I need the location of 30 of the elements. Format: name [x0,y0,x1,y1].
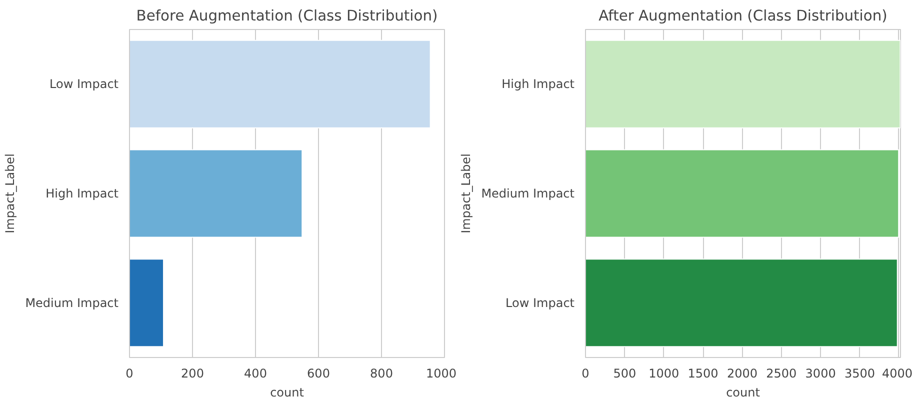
x-tick-label: 2000 [726,366,758,380]
x-tick-label: 500 [613,366,636,380]
x-tick-label: 600 [307,366,330,380]
x-tick-label: 3500 [844,366,876,380]
x-tick-label: 3000 [805,366,836,380]
bar [130,149,303,238]
x-tick-label: 1000 [426,366,457,380]
x-axis-title: count [726,386,760,400]
bar [130,40,431,128]
chart-title: Before Augmentation (Class Distribution) [136,8,438,24]
x-tick-label: 1500 [688,366,718,380]
y-axis-title: Impact_Label [459,154,474,234]
x-tick-label: 200 [181,366,204,380]
x-axis-title: count [270,386,304,400]
x-tick-label: 800 [370,366,393,380]
x-tick-label: 0 [126,366,134,380]
x-tick-label: 400 [244,366,267,380]
x-tick-label: 1000 [648,366,680,380]
y-axis-title: Impact_Label [3,154,18,234]
y-tick-label: Medium Impact [25,296,119,310]
bar [130,258,164,348]
y-tick-label: High Impact [46,186,119,200]
y-tick-label: Medium Impact [481,186,575,200]
y-tick-label: Low Impact [506,296,575,310]
y-tick-label: Low Impact [50,77,119,92]
chart-title: After Augmentation (Class Distribution) [598,8,888,24]
x-tick-label: 0 [582,366,590,380]
x-tick-label: 4000 [882,366,912,380]
y-tick-label: High Impact [502,77,575,92]
x-tick-label: 2500 [766,366,797,380]
